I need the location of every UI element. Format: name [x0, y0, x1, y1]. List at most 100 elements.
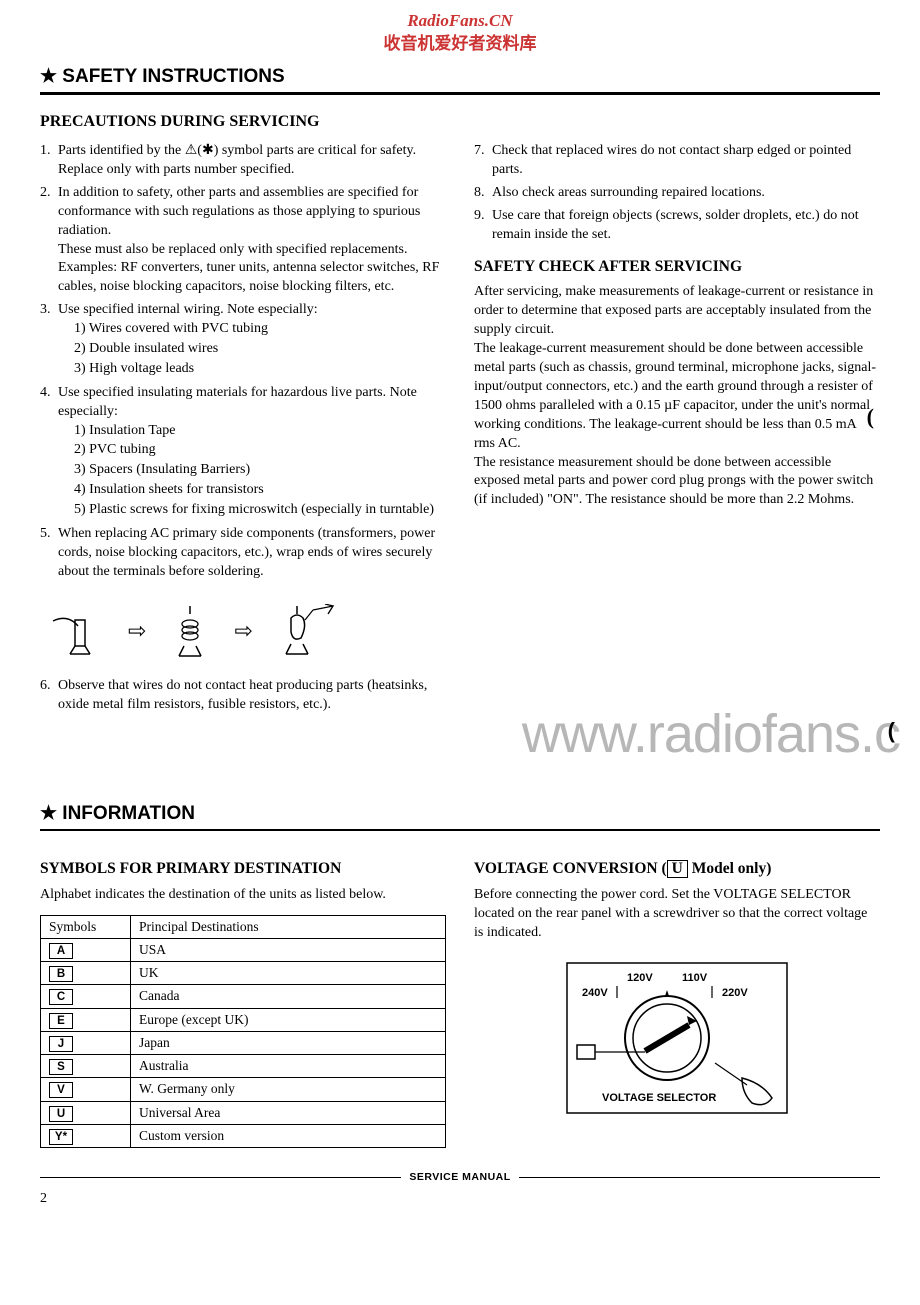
- table-row: Y* Custom version: [41, 1124, 446, 1147]
- voltage-heading-post: Model only): [688, 860, 772, 877]
- selector-label: VOLTAGE SELECTOR: [602, 1092, 716, 1104]
- table-row: J Japan: [41, 1031, 446, 1054]
- list-item: 1. Parts identified by the ⚠(✱) symbol p…: [40, 142, 446, 180]
- voltage-selector-icon: 120V 110V 240V 220V: [547, 953, 807, 1123]
- symbol-box: J: [49, 1036, 73, 1052]
- sub-item: 4) Insulation sheets for transistors: [74, 481, 446, 500]
- watermark-text: www.radiofans.c (: [40, 698, 900, 771]
- margin-mark-icon: (: [867, 402, 874, 432]
- item-number: 8.: [474, 184, 492, 203]
- item-number: 4.: [40, 384, 58, 521]
- list-item: 7. Check that replaced wires do not cont…: [474, 142, 880, 180]
- symbol-box: C: [49, 989, 73, 1005]
- symbol-cell: J: [41, 1031, 131, 1054]
- wire-wrap-diagram: ⇨ ⇨: [50, 604, 446, 659]
- symbol-box: B: [49, 966, 73, 982]
- divider: [40, 92, 880, 95]
- symbol-box: E: [49, 1013, 73, 1029]
- divider: [40, 829, 880, 831]
- table-row: U Universal Area: [41, 1101, 446, 1124]
- item-number: 7.: [474, 142, 492, 180]
- arrow-icon: ⇨: [128, 616, 146, 646]
- footer: SERVICE MANUAL: [40, 1170, 880, 1184]
- header: RadioFans.CN 收音机爱好者资料库: [40, 10, 880, 56]
- item-text-extra: Examples: RF converters, tuner units, an…: [58, 259, 446, 297]
- list-item: 4. Use specified insulating materials fo…: [40, 384, 446, 521]
- v220-label: 220V: [722, 987, 748, 999]
- sub-item: 3) Spacers (Insulating Barriers): [74, 461, 446, 480]
- symbol-cell: S: [41, 1055, 131, 1078]
- symbol-cell: V: [41, 1078, 131, 1101]
- u-box: U: [667, 860, 688, 878]
- precautions-list-left: 1. Parts identified by the ⚠(✱) symbol p…: [40, 142, 446, 582]
- symbol-cell: U: [41, 1101, 131, 1124]
- item-text: When replacing AC primary side component…: [58, 525, 446, 582]
- dest-cell: Canada: [131, 985, 446, 1008]
- safety-check-para: The leakage-current measurement should b…: [474, 340, 880, 453]
- item-text-main: Use specified internal wiring. Note espe…: [58, 302, 318, 317]
- table-row: E Europe (except UK): [41, 1008, 446, 1031]
- header-line-2: 收音机爱好者资料库: [40, 33, 880, 56]
- table-row: A USA: [41, 939, 446, 962]
- symbols-intro: Alphabet indicates the destination of th…: [40, 886, 446, 905]
- symbol-box: U: [49, 1106, 73, 1122]
- sub-list: 1) Wires covered with PVC tubing 2) Doub…: [58, 320, 446, 379]
- footer-line-left: [40, 1177, 401, 1178]
- sub-item: 1) Wires covered with PVC tubing: [74, 320, 446, 339]
- list-item: 8. Also check areas surrounding repaired…: [474, 184, 880, 203]
- footer-line-right: [519, 1177, 880, 1178]
- information-columns: SYMBOLS FOR PRIMARY DESTINATION Alphabet…: [40, 847, 880, 1148]
- item-number: 3.: [40, 301, 58, 380]
- v120-label: 120V: [627, 972, 653, 984]
- voltage-intro: Before connecting the power cord. Set th…: [474, 886, 880, 943]
- table-header: Principal Destinations: [131, 915, 446, 938]
- margin-mark-icon: (: [888, 716, 894, 746]
- item-text: Use care that foreign objects (screws, s…: [492, 207, 880, 245]
- safety-check-heading: SAFETY CHECK AFTER SERVICING: [474, 257, 880, 278]
- voltage-heading-pre: VOLTAGE CONVERSION (: [474, 860, 667, 877]
- v240-label: 240V: [582, 987, 608, 999]
- safety-columns: 1. Parts identified by the ⚠(✱) symbol p…: [40, 142, 880, 718]
- sub-item: 1) Insulation Tape: [74, 422, 446, 441]
- precautions-list-right: 7. Check that replaced wires do not cont…: [474, 142, 880, 244]
- symbol-box: V: [49, 1082, 73, 1098]
- precautions-heading: PRECAUTIONS DURING SERVICING: [40, 111, 880, 133]
- list-item: 5. When replacing AC primary side compon…: [40, 525, 446, 582]
- item-text-main: In addition to safety, other parts and a…: [58, 185, 420, 238]
- item-number: 2.: [40, 184, 58, 297]
- information-section: ★ INFORMATION SYMBOLS FOR PRIMARY DESTIN…: [40, 801, 880, 1148]
- item-text: Check that replaced wires do not contact…: [492, 142, 880, 180]
- symbol-box: A: [49, 943, 73, 959]
- dest-cell: USA: [131, 939, 446, 962]
- v110-label: 110V: [682, 972, 708, 984]
- symbol-cell: B: [41, 962, 131, 985]
- safety-title: ★ SAFETY INSTRUCTIONS: [40, 64, 880, 90]
- table-row: BUK: [41, 962, 446, 985]
- symbol-cell: Y*: [41, 1124, 131, 1147]
- safety-check-para: The resistance measurement should be don…: [474, 454, 880, 511]
- symbol-cell: A: [41, 939, 131, 962]
- page-number: 2: [40, 1190, 880, 1209]
- arrow-icon: ⇨: [234, 616, 252, 646]
- watermark-label: www.radiofans.c: [522, 704, 900, 764]
- sub-item: 3) High voltage leads: [74, 360, 446, 379]
- table-row: SAustralia: [41, 1055, 446, 1078]
- symbols-heading: SYMBOLS FOR PRIMARY DESTINATION: [40, 859, 446, 880]
- item-text: Parts identified by the ⚠(✱) symbol part…: [58, 142, 446, 180]
- symbol-box: Y*: [49, 1129, 73, 1145]
- voltage-heading: VOLTAGE CONVERSION (U Model only): [474, 859, 880, 880]
- information-title: ★ INFORMATION: [40, 801, 880, 827]
- dest-cell: Universal Area: [131, 1101, 446, 1124]
- diagram-terminal-2-icon: [166, 604, 214, 659]
- dest-cell: Japan: [131, 1031, 446, 1054]
- dest-cell: Custom version: [131, 1124, 446, 1147]
- item-text: Use specified insulating materials for h…: [58, 384, 446, 521]
- footer-label: SERVICE MANUAL: [401, 1170, 518, 1184]
- list-item: 3. Use specified internal wiring. Note e…: [40, 301, 446, 380]
- dest-cell: Europe (except UK): [131, 1008, 446, 1031]
- table-header: Symbols: [41, 915, 131, 938]
- symbol-cell: C: [41, 985, 131, 1008]
- list-item: 2. In addition to safety, other parts an…: [40, 184, 446, 297]
- destination-table: Symbols Principal Destinations AUSA BUK …: [40, 915, 446, 1148]
- dest-cell: Australia: [131, 1055, 446, 1078]
